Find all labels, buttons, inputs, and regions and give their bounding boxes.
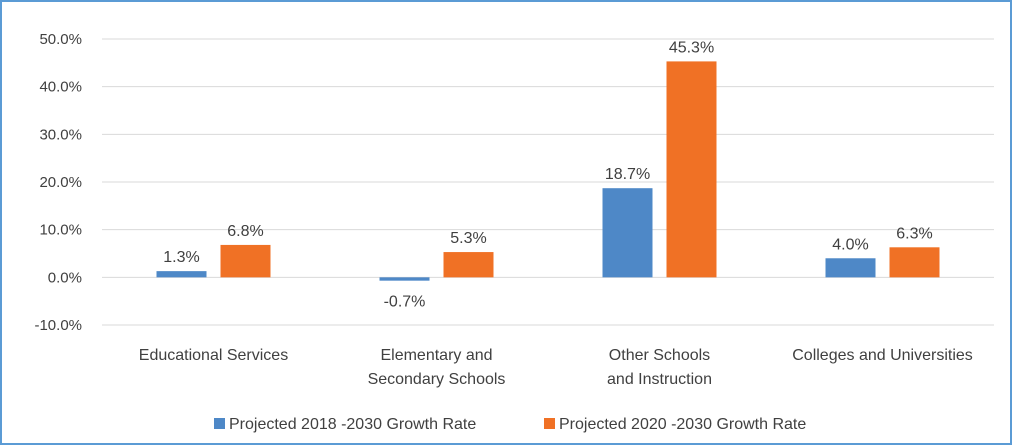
bar [379, 277, 430, 281]
y-tick-label: 50.0% [39, 31, 82, 48]
data-labels: 1.3% 6.8% -0.7% 5.3% 18.7% 45.3% 4.0% 6.3% [163, 39, 932, 310]
y-tick-label: 20.0% [39, 174, 82, 191]
x-category-label: Other Schools [609, 347, 710, 364]
legend-label: Projected 2018 -2030 Growth Rate [229, 416, 476, 433]
bar [825, 258, 876, 278]
bar [220, 244, 271, 278]
bar [666, 61, 717, 278]
x-category-label: Educational Services [139, 347, 288, 364]
x-category-label: Elementary and [380, 347, 492, 364]
bar [443, 252, 494, 278]
bar [156, 271, 207, 278]
x-category-label: Colleges and Universities [792, 347, 973, 364]
y-tick-label: 40.0% [39, 79, 82, 96]
legend-label: Projected 2020 -2030 Growth Rate [559, 416, 806, 433]
legend-swatch [214, 418, 225, 429]
x-category-label: and Instruction [607, 371, 712, 388]
data-label: 45.3% [669, 39, 714, 56]
gridlines [102, 38, 994, 326]
data-label: 6.3% [896, 225, 932, 242]
y-axis-tick-labels: -10.0% 0.0% 10.0% 20.0% 30.0% 40.0% 50.0% [34, 31, 82, 334]
x-category-label: Secondary Schools [368, 371, 506, 388]
data-label: -0.7% [384, 294, 426, 311]
x-axis-category-labels: Educational Services Elementary and Second… [139, 347, 973, 388]
bars [156, 61, 940, 281]
bar [889, 247, 940, 278]
data-label: 4.0% [832, 236, 868, 253]
data-label: 6.8% [227, 223, 263, 240]
data-label: 1.3% [163, 249, 199, 266]
data-label: 18.7% [605, 166, 650, 183]
y-tick-label: 0.0% [48, 269, 82, 286]
data-label: 5.3% [450, 230, 486, 247]
legend-swatch [544, 418, 555, 429]
legend: Projected 2018 -2030 Growth Rate Projecte… [214, 416, 806, 433]
y-tick-label: -10.0% [34, 317, 82, 334]
y-tick-label: 10.0% [39, 222, 82, 239]
bar [602, 188, 653, 278]
y-tick-label: 30.0% [39, 126, 82, 143]
